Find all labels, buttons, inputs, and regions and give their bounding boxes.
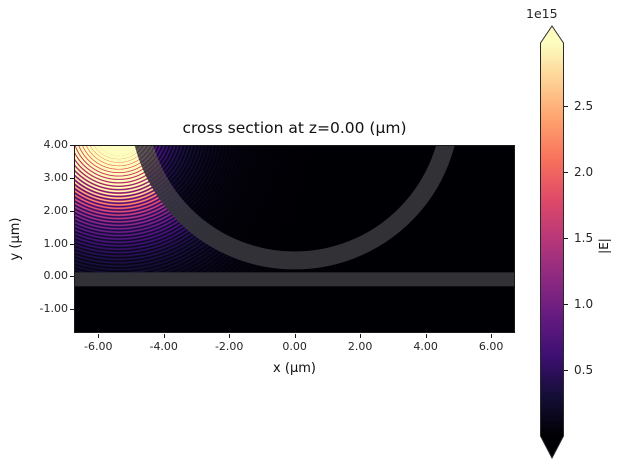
y-tick-mark	[70, 276, 74, 278]
x-axis-label: x (μm)	[273, 361, 316, 376]
y-tick-label: 2.00	[43, 203, 69, 217]
y-tick-label: 0.00	[43, 269, 69, 283]
x-tick-mark	[491, 334, 493, 338]
x-tick-label: -2.00	[214, 340, 244, 353]
y-tick-mark	[70, 210, 74, 212]
colorbar-tick-label: 0.5	[574, 363, 594, 378]
plot-area	[74, 145, 515, 333]
colorbar-offset-text: 1e15	[526, 6, 558, 21]
colorbar-canvas	[540, 25, 564, 459]
y-tick-mark	[70, 309, 74, 311]
x-tick-label: 2.00	[347, 340, 373, 353]
colorbar-tick-mark	[564, 370, 568, 372]
colorbar-tick-label: 2.5	[574, 99, 594, 114]
x-tick-mark	[294, 334, 296, 338]
y-axis-label: y (μm)	[8, 217, 23, 261]
colorbar-tick-label: 1.0	[574, 297, 594, 312]
y-tick-label: -1.00	[39, 302, 68, 316]
x-tick-label: -4.00	[149, 340, 178, 353]
colorbar-tick-mark	[564, 238, 568, 240]
y-tick-mark	[70, 145, 74, 147]
colorbar-tick-mark	[564, 106, 568, 108]
plot-title: cross section at z=0.00 (μm)	[182, 119, 407, 137]
x-tick-mark	[425, 334, 427, 338]
colorbar-label: |E|	[597, 238, 611, 254]
x-tick-label: 4.00	[413, 340, 438, 353]
x-tick-mark	[98, 334, 100, 338]
y-tick-label: 1.00	[43, 236, 69, 250]
x-tick-mark	[163, 334, 165, 338]
colorbar-tick-label: 1.5	[574, 231, 594, 246]
x-tick-mark	[229, 334, 231, 338]
colorbar-tick-mark	[564, 172, 568, 174]
y-tick-label: 4.00	[43, 138, 69, 152]
x-tick-label: 6.00	[478, 340, 504, 353]
colorbar-tick-mark	[564, 304, 568, 306]
x-tick-label: 0.00	[282, 340, 307, 353]
colorbar-tick-label: 2.0	[574, 165, 594, 180]
field-heatmap-canvas	[75, 146, 514, 332]
y-tick-label: 3.00	[43, 171, 69, 185]
x-tick-mark	[360, 334, 362, 338]
y-tick-mark	[70, 178, 74, 180]
x-tick-label: -6.00	[83, 340, 113, 353]
y-tick-mark	[70, 243, 74, 245]
